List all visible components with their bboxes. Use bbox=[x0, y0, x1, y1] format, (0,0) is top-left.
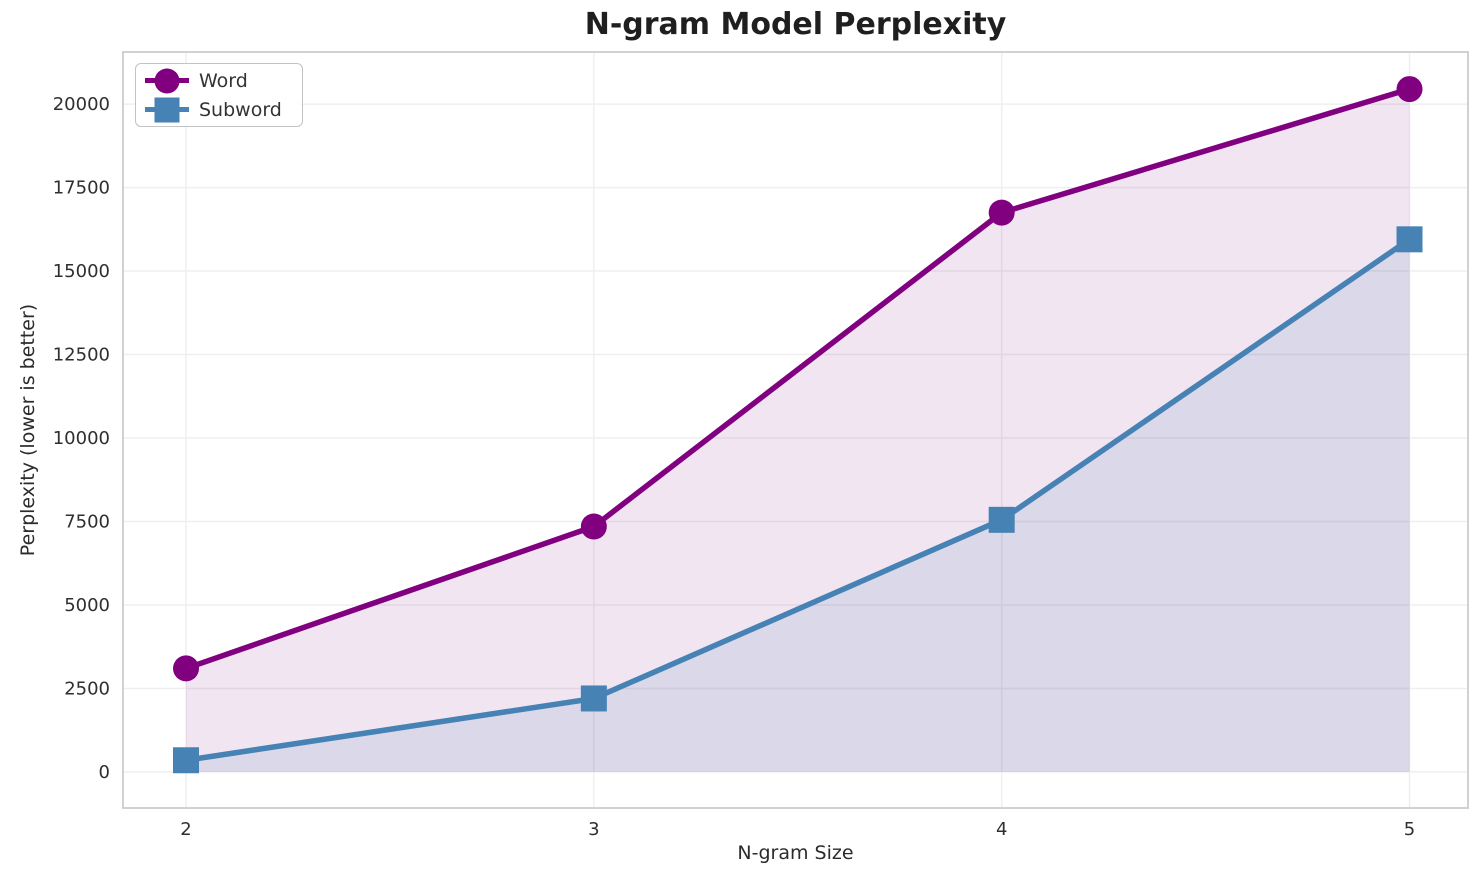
data-point-subword bbox=[1396, 226, 1423, 253]
data-point-word bbox=[988, 199, 1015, 226]
word-legend-circle-marker bbox=[154, 68, 180, 93]
y-tick-label: 12500 bbox=[53, 345, 110, 366]
y-tick-label: 10000 bbox=[53, 428, 110, 449]
word-line-circle-marker-swatch bbox=[142, 67, 192, 95]
x-tick-labels: 2 3 4 5 bbox=[180, 819, 1415, 840]
y-tick-label: 20000 bbox=[53, 94, 110, 115]
legend-item-word: Word bbox=[142, 66, 296, 95]
data-point-subword bbox=[173, 747, 200, 774]
data-point-subword bbox=[580, 685, 607, 712]
plot-background bbox=[123, 52, 1468, 808]
y-tick-label: 7500 bbox=[64, 511, 110, 532]
y-tick-label: 0 bbox=[99, 762, 110, 783]
chart-title: N-gram Model Perplexity bbox=[584, 7, 1007, 42]
data-point-word bbox=[1396, 76, 1423, 103]
x-tick-label: 4 bbox=[996, 819, 1007, 840]
series-subword bbox=[173, 226, 1423, 774]
x-tick-label: 3 bbox=[588, 819, 599, 840]
subword-legend-square-marker bbox=[154, 97, 180, 122]
legend-item-subword: Subword bbox=[142, 95, 296, 124]
data-point-word bbox=[580, 513, 607, 540]
y-axis-label: Perplexity (lower is better) bbox=[17, 303, 39, 557]
y-tick-label: 15000 bbox=[53, 261, 110, 282]
x-tick-label: 5 bbox=[1404, 819, 1415, 840]
subword-line-square-marker-swatch bbox=[142, 96, 192, 124]
legend-label-word: Word bbox=[199, 69, 248, 92]
y-tick-labels: 0 2500 5000 7500 10000 12500 15000 17500 20000 bbox=[53, 94, 110, 783]
legend-label-subword: Subword bbox=[199, 98, 282, 121]
series-line-word bbox=[185, 86, 1411, 672]
y-tick-label: 5000 bbox=[64, 595, 110, 616]
gridlines bbox=[123, 52, 1468, 808]
x-tick-label: 2 bbox=[180, 819, 191, 840]
series-fill-subword bbox=[186, 239, 1410, 772]
series-word bbox=[173, 76, 1423, 682]
y-tick-label: 17500 bbox=[53, 178, 110, 199]
series-fill-word bbox=[186, 89, 1410, 772]
y-tick-label: 2500 bbox=[64, 678, 110, 699]
series-line-subword bbox=[185, 237, 1412, 763]
data-point-subword bbox=[988, 506, 1015, 533]
legend: Word Subword bbox=[135, 63, 303, 127]
x-axis-label: N-gram Size bbox=[737, 842, 854, 864]
data-point-word bbox=[173, 655, 200, 682]
plot-border bbox=[122, 51, 1469, 809]
